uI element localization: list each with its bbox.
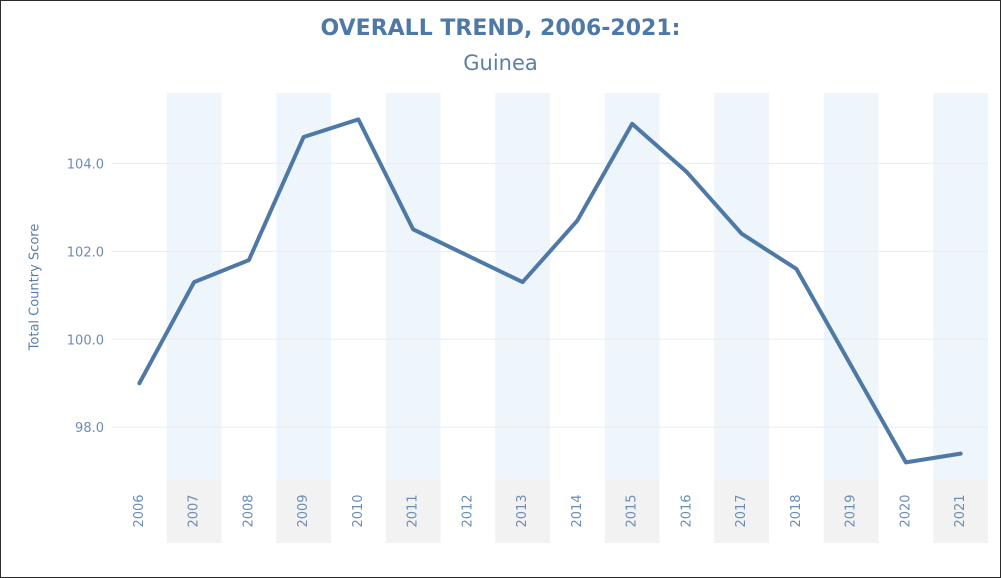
column-band-2013 — [495, 93, 550, 480]
data-point-2010 — [356, 117, 360, 121]
x-tick-label: 2009 — [296, 494, 311, 527]
x-tick-label: 2021 — [953, 494, 968, 527]
column-band-2007 — [166, 93, 222, 480]
chart-subtitle: Guinea — [463, 51, 538, 75]
y-tick-label: 102.0 — [67, 245, 104, 260]
x-tick-label: 2006 — [132, 494, 147, 527]
x-tick-label: 2018 — [789, 494, 804, 527]
data-point-2019 — [849, 364, 853, 368]
x-tick-label: 2020 — [898, 494, 913, 527]
x-tick-label: 2016 — [679, 494, 694, 527]
axis-band-2011 — [385, 480, 441, 543]
x-tick-label: 2017 — [734, 494, 749, 527]
column-bands — [166, 93, 988, 543]
x-tick-label: 2010 — [351, 494, 366, 527]
column-band-2019 — [823, 93, 879, 480]
chart-title: OVERALL TREND, 2006-2021: — [320, 16, 681, 41]
data-point-2006 — [137, 381, 141, 385]
axis-band-2021 — [933, 480, 988, 543]
data-point-2018 — [794, 267, 798, 271]
column-band-2021 — [933, 93, 988, 480]
x-tick-label: 2007 — [187, 494, 202, 527]
axis-band-2017 — [714, 480, 769, 543]
column-band-2009 — [276, 93, 331, 480]
axis-band-2015 — [604, 480, 660, 543]
data-point-2021 — [959, 452, 963, 456]
x-tick-label: 2008 — [241, 494, 256, 527]
data-point-2011 — [411, 227, 415, 231]
x-tick-label: 2014 — [570, 494, 585, 527]
x-axis-ticks: 2006 2007 2008 2009 2010 2011 2012 2013 2014 2015… — [132, 494, 968, 527]
column-band-2017 — [714, 93, 769, 480]
axis-band-2007 — [166, 480, 222, 543]
x-tick-label: 2019 — [844, 494, 859, 527]
y-tick-label: 104.0 — [67, 157, 104, 172]
x-tick-label: 2015 — [625, 494, 640, 527]
series-line-group — [137, 117, 963, 465]
x-tick-label: 2011 — [406, 494, 421, 527]
data-point-2012 — [466, 254, 470, 258]
data-point-2015 — [630, 122, 634, 126]
data-point-2014 — [575, 219, 579, 223]
data-point-2008 — [247, 258, 251, 262]
series-line — [137, 117, 963, 465]
data-point-2016 — [685, 170, 689, 174]
data-point-2020 — [904, 460, 908, 464]
axis-band-2009 — [276, 480, 331, 543]
data-point-2009 — [302, 135, 306, 139]
column-band-2011 — [385, 93, 441, 480]
axis-band-2013 — [495, 480, 550, 543]
x-tick-label: 2013 — [515, 494, 530, 527]
column-band-2015 — [604, 93, 660, 480]
y-tick-label: 98.0 — [75, 421, 104, 436]
data-point-2007 — [192, 280, 196, 284]
axis-band-2019 — [823, 480, 879, 543]
y-axis-ticks: 98.0 100.0 102.0 104.0 — [67, 157, 104, 436]
y-tick-label: 100.0 — [67, 333, 104, 348]
data-point-2017 — [740, 232, 744, 236]
x-tick-label: 2012 — [460, 494, 475, 527]
data-point-2013 — [521, 280, 525, 284]
